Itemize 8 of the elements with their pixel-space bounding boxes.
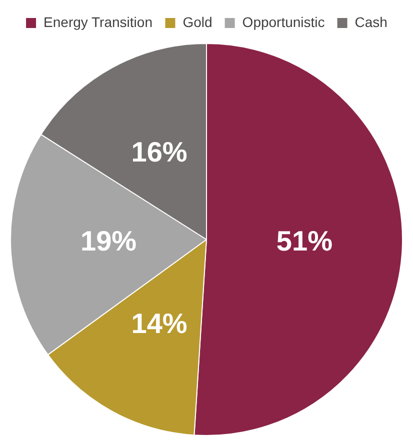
data-label: 51% (276, 225, 333, 256)
legend-label: Opportunistic (242, 14, 325, 30)
legend-label: Cash (354, 14, 388, 30)
data-label: 16% (131, 136, 188, 168)
data-label: 19% (80, 225, 137, 256)
data-label: 14% (131, 308, 188, 340)
legend-label: Gold (182, 14, 212, 30)
legend-label: Energy Transition (44, 14, 152, 30)
